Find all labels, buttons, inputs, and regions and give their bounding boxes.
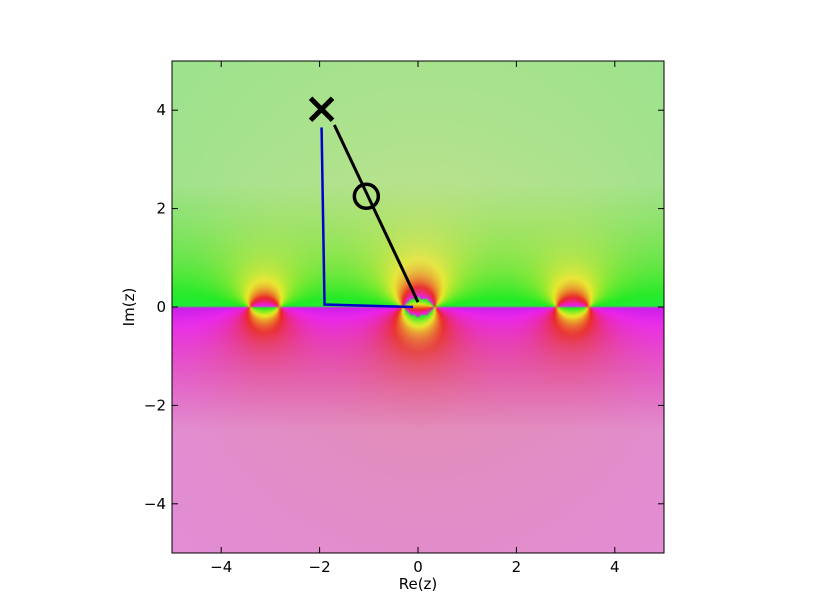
- heatmap-image: [172, 61, 664, 553]
- y-tick-label: 4: [156, 101, 166, 119]
- y-axis-ticks: −4 −2 0 2 4: [144, 101, 664, 513]
- x-tick-label: 2: [512, 558, 522, 576]
- domain-coloring-heatmap: [172, 61, 664, 553]
- y-tick-label: −2: [144, 396, 166, 414]
- x-tick-label: −2: [309, 558, 331, 576]
- x-marker: [308, 96, 335, 122]
- x-axis-label: Re(z): [399, 575, 438, 593]
- y-tick-label: 2: [156, 200, 166, 218]
- y-tick-label: 0: [156, 298, 166, 316]
- overlay-lines: [308, 96, 420, 309]
- x-tick-label: 4: [610, 558, 620, 576]
- x-axis-ticks: −4 −2 0 2 4: [210, 61, 620, 576]
- y-axis-label: Im(z): [120, 288, 138, 327]
- path-polyline-0: [320, 127, 414, 309]
- x-marker-stroke: [308, 96, 335, 122]
- x-tick-label: −4: [210, 558, 232, 576]
- circle-marker: [352, 182, 381, 211]
- x-tick-label: 0: [413, 558, 423, 576]
- path-line-1: [333, 124, 420, 303]
- y-tick-label: −4: [144, 495, 166, 513]
